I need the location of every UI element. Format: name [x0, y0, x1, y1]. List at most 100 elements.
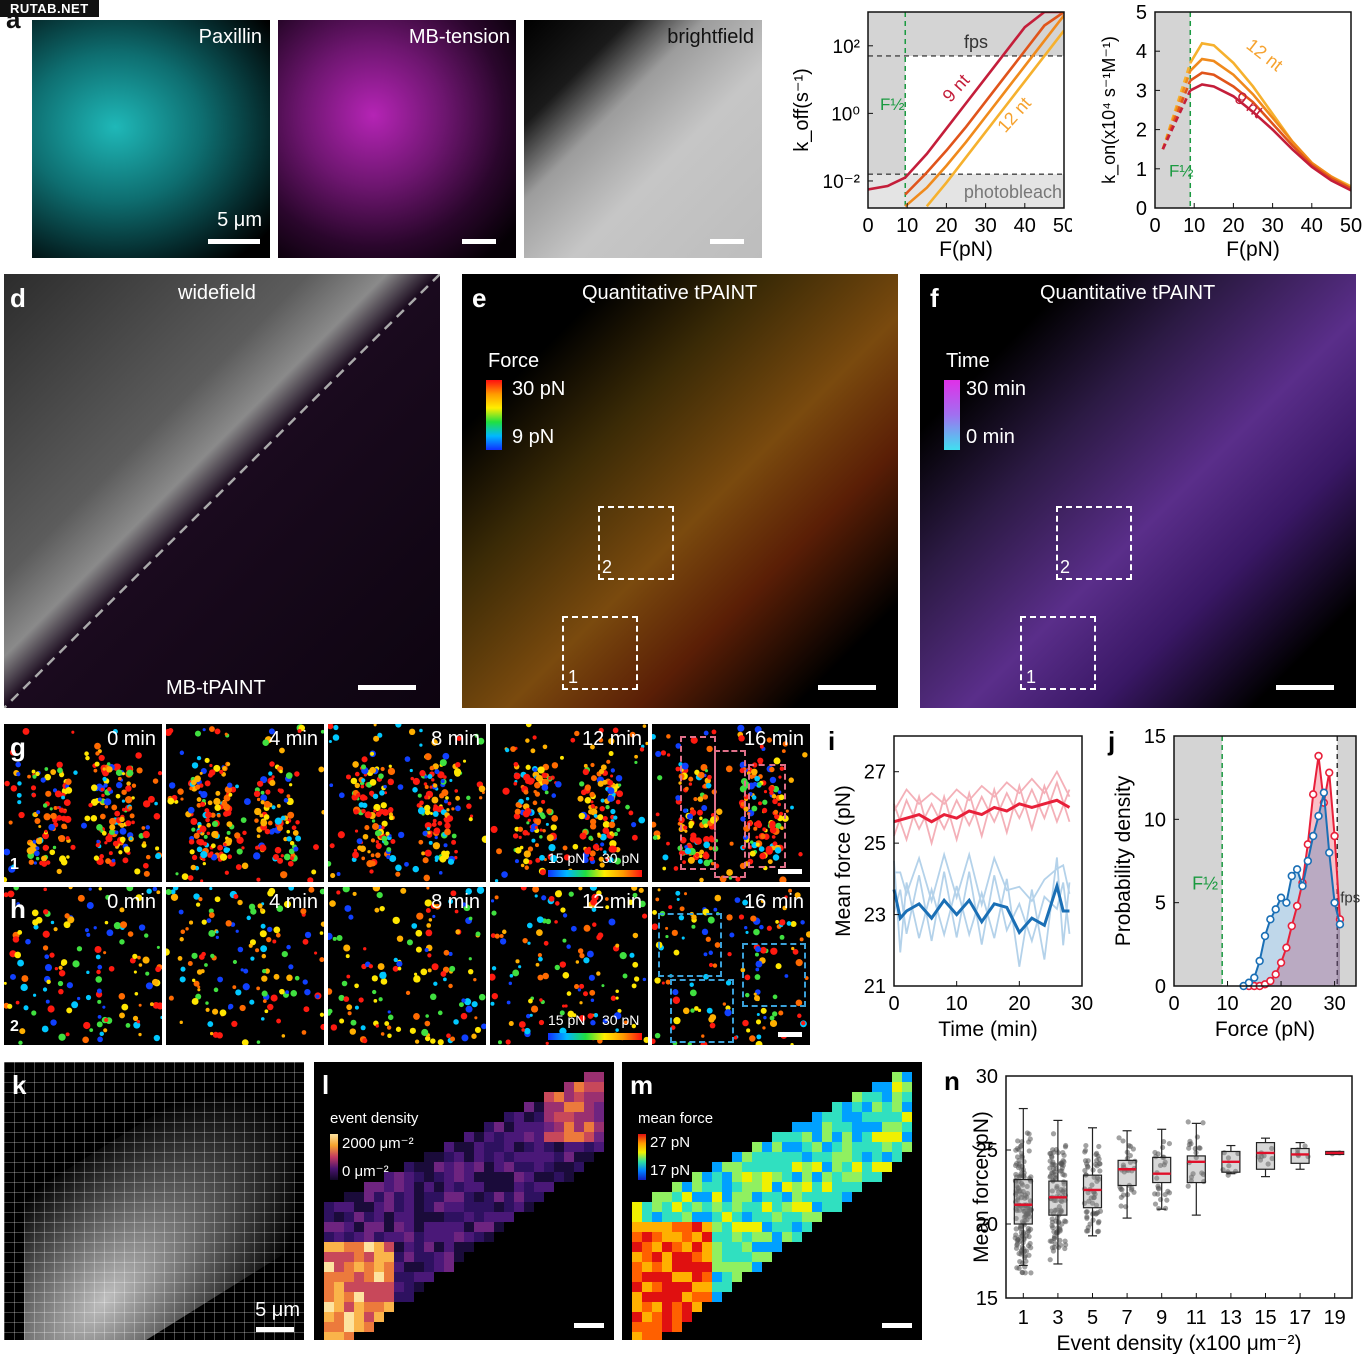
localization-dot: [699, 877, 704, 882]
heatmap-cell: [454, 1182, 464, 1192]
localization-dot: [427, 774, 433, 780]
localization-dot: [532, 887, 540, 893]
localization-dot: [4, 780, 10, 787]
localization-dot: [235, 784, 239, 789]
localization-dot: [432, 842, 441, 850]
localization-dot: [190, 818, 198, 826]
localization-dot: [270, 994, 278, 1002]
heatmap-cell: [434, 1262, 444, 1272]
localization-dot: [419, 770, 426, 777]
localization-dot: [56, 761, 63, 769]
localization-dot: [349, 1028, 356, 1035]
localization-dot: [269, 779, 276, 787]
heatmap-cell: [662, 1222, 672, 1232]
heatmap-cell: [812, 1142, 822, 1152]
localization-dot: [85, 994, 92, 1001]
localization-dot: [701, 928, 709, 936]
localization-dot: [657, 888, 661, 892]
localization-dot: [112, 729, 118, 735]
localization-dot: [32, 774, 37, 779]
heatmap-cell: [852, 1142, 862, 1152]
localization-dot: [690, 1008, 695, 1013]
localization-dot: [98, 887, 102, 891]
scatter-point: [1082, 1149, 1088, 1155]
heatmap-cell: [554, 1102, 564, 1112]
localization-dot: [523, 789, 529, 795]
localization-dot: [682, 1007, 690, 1015]
localization-dot: [534, 818, 541, 826]
heatmap-cell: [464, 1192, 474, 1202]
localization-dot: [410, 776, 415, 781]
y-tick-label: 4: [1136, 41, 1147, 63]
localization-dot: [465, 888, 472, 895]
localization-dot: [625, 804, 630, 810]
heatmap-cell: [652, 1332, 662, 1340]
localization-dot: [570, 925, 577, 932]
localization-dot: [112, 840, 119, 847]
localization-dot: [90, 784, 98, 791]
scatter-point: [1083, 1142, 1089, 1149]
heatmap-cell: [712, 1212, 722, 1222]
heatmap-cell: [732, 1212, 742, 1222]
heatmap-cell: [662, 1322, 672, 1332]
x-tick-label: 1: [1018, 1307, 1029, 1329]
heatmap-cell: [494, 1202, 504, 1212]
localization-dot: [369, 869, 374, 874]
localization-dot: [675, 743, 682, 749]
heatmap-cell: [762, 1142, 772, 1152]
localization-dot: [615, 799, 621, 805]
heatmap-cell: [504, 1182, 514, 1192]
scatter-point: [1085, 1224, 1091, 1231]
localization-dot: [127, 931, 134, 937]
localization-dot: [135, 752, 142, 759]
heatmap-cell: [712, 1242, 722, 1252]
heatmap-cell: [892, 1092, 902, 1102]
localization-dot: [607, 787, 615, 795]
heatmap-cell: [762, 1162, 772, 1172]
localization-dots: [4, 727, 162, 882]
localization-dot: [466, 803, 472, 809]
localization-dot: [166, 889, 172, 896]
localization-dot: [694, 1006, 699, 1011]
localization-dot: [449, 778, 453, 782]
x-tick-label: 30: [1323, 993, 1345, 1015]
heatmap-cell: [554, 1172, 564, 1182]
localization-dot: [281, 950, 288, 958]
localization-dot: [751, 805, 758, 812]
localization-dot: [272, 853, 280, 861]
localization-dot: [4, 876, 8, 882]
heatmap-cell: [414, 1232, 424, 1242]
localization-dot: [429, 785, 433, 789]
heatmap-cell: [364, 1322, 374, 1332]
localization-dot: [462, 902, 467, 907]
time-label: 16 min: [743, 728, 804, 750]
localization-dot: [769, 766, 775, 773]
localization-dot: [691, 924, 696, 929]
heatmap-cell: [642, 1222, 652, 1232]
scatter-point: [1024, 1217, 1030, 1223]
localization-dot: [227, 782, 233, 788]
heatmap-cell: [632, 1242, 642, 1252]
localization-dot: [713, 907, 718, 912]
localization-dot: [590, 898, 598, 906]
localization-dot: [191, 779, 197, 786]
localization-dot: [156, 890, 161, 895]
y-tick-label: 30: [976, 1066, 998, 1088]
scatter-point: [1188, 1141, 1194, 1147]
localization-dot: [605, 804, 610, 810]
localization-dot: [445, 850, 450, 856]
panel-letter-m: m: [630, 1070, 654, 1100]
localization-dot: [579, 1001, 583, 1005]
localization-dot: [431, 963, 439, 971]
localization-dot: [361, 808, 366, 814]
localization-dot: [201, 919, 207, 925]
localization-dot: [707, 774, 712, 780]
localization-dot: [738, 735, 745, 742]
heatmap-cell: [324, 1312, 334, 1322]
scatter-point: [1028, 1270, 1034, 1276]
localization-dot: [119, 816, 125, 823]
localization-dot: [588, 835, 593, 841]
localization-dot: [760, 833, 766, 839]
localization-dot: [633, 976, 640, 982]
heatmap-cell: [902, 1132, 912, 1142]
